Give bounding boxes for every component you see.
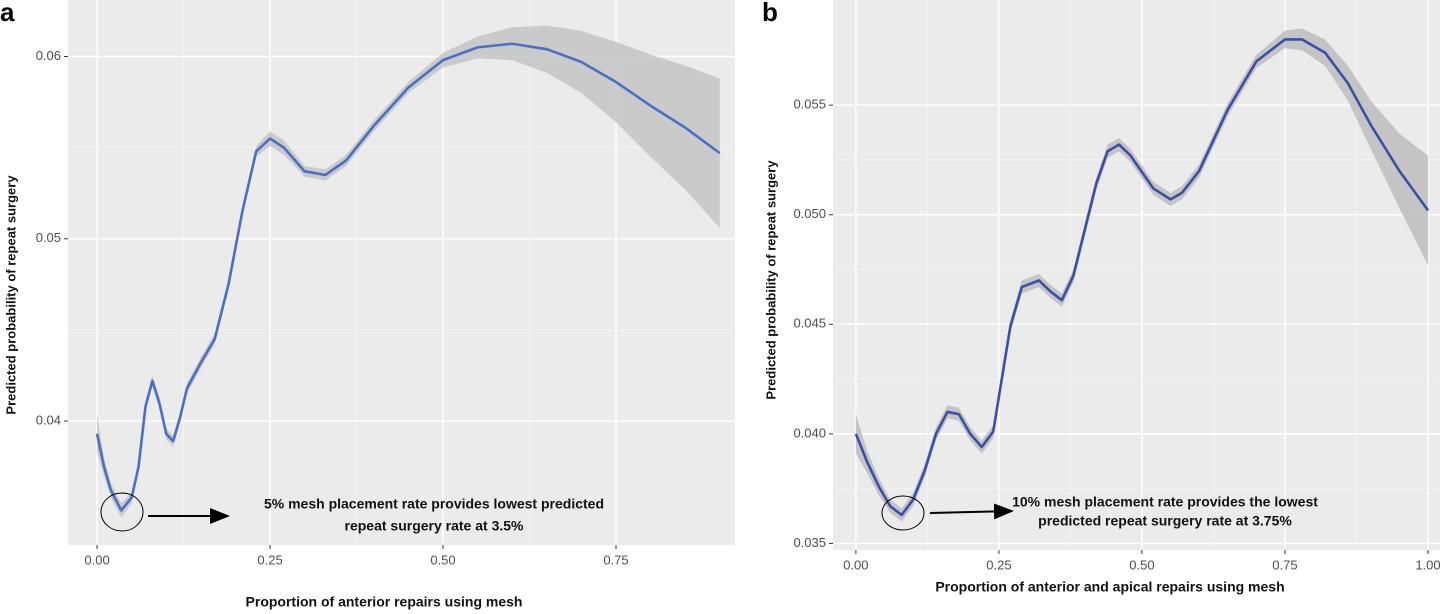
y-tick-label: 0.055 — [793, 97, 826, 112]
panel-label: b — [762, 0, 778, 27]
x-tick-label: 0.75 — [603, 552, 628, 567]
x-tick-label: 0.25 — [986, 557, 1011, 572]
x-axis-title: Proportion of anterior repairs using mes… — [246, 594, 523, 610]
confidence-band — [97, 25, 720, 518]
fit-line — [854, 38, 1430, 517]
annotation-arrow — [929, 503, 1014, 520]
x-tick-label: 0.00 — [84, 552, 109, 567]
y-axis-title: Predicted probability of repeat surgery — [3, 175, 18, 415]
x-tick-label: 0.50 — [1129, 557, 1154, 572]
annotation: 5% mesh placement rate provides lowest p… — [264, 496, 604, 512]
y-tick-label: 0.035 — [793, 535, 826, 550]
fit-line — [95, 42, 721, 512]
annotation: predicted repeat surgery rate at 3.75% — [1038, 513, 1292, 529]
x-tick-label: 0.25 — [257, 552, 282, 567]
y-tick-label: 0.045 — [793, 316, 826, 331]
y-tick-label: 0.05 — [36, 230, 61, 245]
y-tick-label: 0.050 — [793, 206, 826, 221]
x-tick-label: 0.50 — [430, 552, 455, 567]
chart: 0.04 0.05 0.06 0.00 0.25 0.50 0.75 a Predicted p… — [0, 0, 735, 610]
x-tick-label: 0.75 — [1272, 557, 1297, 572]
x-axis-title: Proportion of anterior and apical repair… — [935, 579, 1284, 595]
plot-panel — [833, 0, 1440, 550]
annotation-circle — [100, 492, 144, 532]
annotation: repeat surgery rate at 3.5% — [345, 518, 525, 534]
annotation: 10% mesh placement rate provides the low… — [1012, 494, 1318, 510]
y-tick-label: 0.04 — [36, 412, 61, 427]
annotation-circle — [881, 495, 925, 531]
panel-label: a — [0, 0, 15, 27]
x-tick-label: 1.00 — [1415, 557, 1440, 572]
y-axis-title: Predicted probability of repeat surgery — [763, 160, 778, 400]
y-tick-label: 0.06 — [36, 48, 61, 63]
chart: 0.035 0.040 0.045 0.050 0.055 0.00 0.25 0.50 0.7… — [762, 0, 1440, 595]
y-tick-label: 0.040 — [793, 425, 826, 440]
x-tick-label: 0.00 — [843, 557, 868, 572]
